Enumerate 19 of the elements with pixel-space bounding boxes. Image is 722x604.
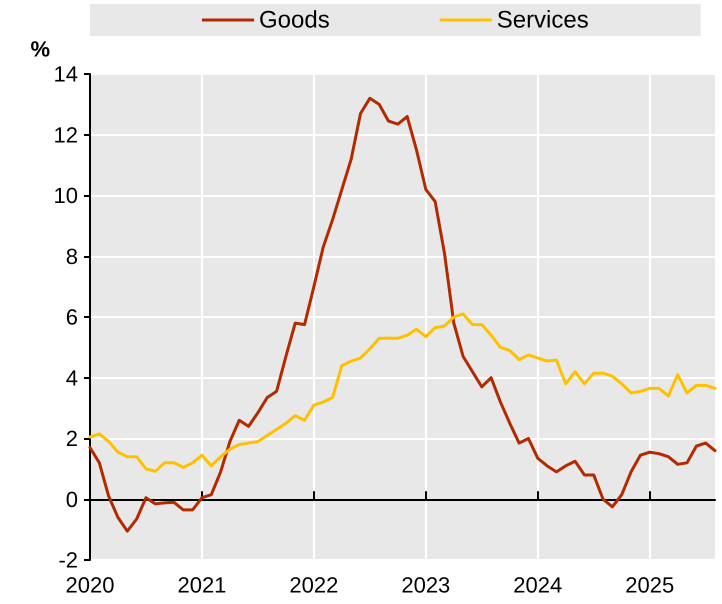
y-axis-title: % — [30, 36, 50, 62]
y-tick-label: 4 — [66, 365, 78, 390]
x-tick-label: 2021 — [177, 572, 226, 598]
x-tick-label: 2020 — [66, 572, 114, 598]
y-tick-label: 6 — [66, 304, 78, 330]
y-tick-label: 2 — [66, 426, 78, 451]
x-tick-label: 2023 — [401, 572, 450, 598]
x-tick-label: 2025 — [625, 572, 674, 598]
x-tick-label: 2024 — [513, 572, 562, 598]
y-tick-label: 0 — [66, 486, 78, 512]
y-tick-label: 10 — [54, 183, 78, 208]
legend-label: Services — [496, 6, 589, 34]
line-series — [88, 312, 716, 473]
legend-label: Goods — [259, 6, 330, 34]
y-tick-label: 8 — [66, 244, 78, 269]
y-tick-label: 12 — [54, 122, 78, 148]
y-tick-label: 14 — [54, 62, 78, 86]
y-tick-label: -2 — [58, 548, 78, 572]
x-tick-label: 2022 — [289, 572, 338, 598]
